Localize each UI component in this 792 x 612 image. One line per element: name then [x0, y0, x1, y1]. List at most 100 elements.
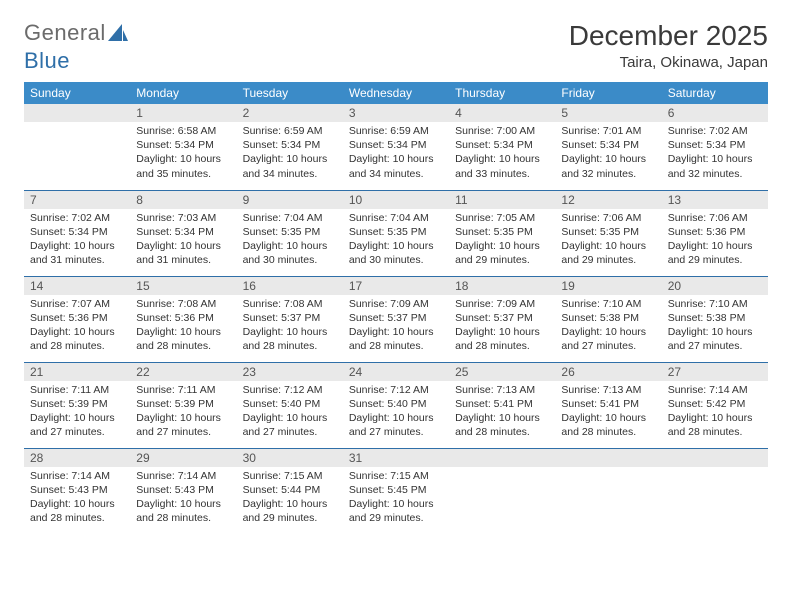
daylight-text: Daylight: 10 hours and 28 minutes. [455, 325, 549, 353]
calendar-week-row: 21Sunrise: 7:11 AMSunset: 5:39 PMDayligh… [24, 362, 768, 448]
sunset-text: Sunset: 5:39 PM [30, 397, 124, 411]
sunset-text: Sunset: 5:44 PM [243, 483, 337, 497]
calendar-cell [24, 104, 130, 190]
day-number: 5 [555, 104, 661, 122]
sunrise-text: Sunrise: 6:59 AM [243, 124, 337, 138]
calendar-cell: 13Sunrise: 7:06 AMSunset: 5:36 PMDayligh… [662, 190, 768, 276]
calendar-cell: 21Sunrise: 7:11 AMSunset: 5:39 PMDayligh… [24, 362, 130, 448]
calendar-week-row: 14Sunrise: 7:07 AMSunset: 5:36 PMDayligh… [24, 276, 768, 362]
sunset-text: Sunset: 5:45 PM [349, 483, 443, 497]
day-number: 12 [555, 191, 661, 209]
day-details: Sunrise: 7:11 AMSunset: 5:39 PMDaylight:… [24, 381, 130, 444]
sunrise-text: Sunrise: 7:14 AM [668, 383, 762, 397]
sunrise-text: Sunrise: 7:09 AM [455, 297, 549, 311]
calendar-cell: 3Sunrise: 6:59 AMSunset: 5:34 PMDaylight… [343, 104, 449, 190]
daylight-text: Daylight: 10 hours and 35 minutes. [136, 152, 230, 180]
sunset-text: Sunset: 5:35 PM [243, 225, 337, 239]
daylight-text: Daylight: 10 hours and 31 minutes. [136, 239, 230, 267]
calendar-cell: 14Sunrise: 7:07 AMSunset: 5:36 PMDayligh… [24, 276, 130, 362]
sunrise-text: Sunrise: 7:14 AM [30, 469, 124, 483]
location-label: Taira, Okinawa, Japan [569, 54, 768, 71]
daylight-text: Daylight: 10 hours and 28 minutes. [243, 325, 337, 353]
sunrise-text: Sunrise: 7:14 AM [136, 469, 230, 483]
day-number: 21 [24, 363, 130, 381]
sunrise-text: Sunrise: 6:58 AM [136, 124, 230, 138]
month-title: December 2025 [569, 20, 768, 52]
calendar-cell: 4Sunrise: 7:00 AMSunset: 5:34 PMDaylight… [449, 104, 555, 190]
day-details: Sunrise: 7:09 AMSunset: 5:37 PMDaylight:… [449, 295, 555, 358]
day-number: 20 [662, 277, 768, 295]
day-details: Sunrise: 7:11 AMSunset: 5:39 PMDaylight:… [130, 381, 236, 444]
day-number [555, 449, 661, 467]
daylight-text: Daylight: 10 hours and 28 minutes. [30, 497, 124, 525]
day-number: 15 [130, 277, 236, 295]
sunrise-text: Sunrise: 7:06 AM [561, 211, 655, 225]
calendar-cell: 24Sunrise: 7:12 AMSunset: 5:40 PMDayligh… [343, 362, 449, 448]
weekday-header: Thursday [449, 82, 555, 104]
day-details: Sunrise: 6:58 AMSunset: 5:34 PMDaylight:… [130, 122, 236, 185]
daylight-text: Daylight: 10 hours and 27 minutes. [30, 411, 124, 439]
day-details [555, 467, 661, 473]
sunrise-text: Sunrise: 7:07 AM [30, 297, 124, 311]
sunset-text: Sunset: 5:40 PM [349, 397, 443, 411]
sunrise-text: Sunrise: 7:08 AM [243, 297, 337, 311]
calendar-cell: 25Sunrise: 7:13 AMSunset: 5:41 PMDayligh… [449, 362, 555, 448]
day-number: 31 [343, 449, 449, 467]
sunrise-text: Sunrise: 7:13 AM [455, 383, 549, 397]
daylight-text: Daylight: 10 hours and 28 minutes. [349, 325, 443, 353]
calendar-week-row: 7Sunrise: 7:02 AMSunset: 5:34 PMDaylight… [24, 190, 768, 276]
sunrise-text: Sunrise: 7:10 AM [668, 297, 762, 311]
sunset-text: Sunset: 5:35 PM [561, 225, 655, 239]
day-number: 13 [662, 191, 768, 209]
sunrise-text: Sunrise: 7:06 AM [668, 211, 762, 225]
sail-icon [108, 22, 128, 48]
daylight-text: Daylight: 10 hours and 30 minutes. [243, 239, 337, 267]
daylight-text: Daylight: 10 hours and 29 minutes. [243, 497, 337, 525]
sunset-text: Sunset: 5:34 PM [136, 138, 230, 152]
daylight-text: Daylight: 10 hours and 27 minutes. [136, 411, 230, 439]
calendar-cell: 26Sunrise: 7:13 AMSunset: 5:41 PMDayligh… [555, 362, 661, 448]
calendar-cell: 28Sunrise: 7:14 AMSunset: 5:43 PMDayligh… [24, 448, 130, 534]
daylight-text: Daylight: 10 hours and 29 minutes. [349, 497, 443, 525]
sunset-text: Sunset: 5:34 PM [30, 225, 124, 239]
calendar-cell: 16Sunrise: 7:08 AMSunset: 5:37 PMDayligh… [237, 276, 343, 362]
calendar-cell: 30Sunrise: 7:15 AMSunset: 5:44 PMDayligh… [237, 448, 343, 534]
sunrise-text: Sunrise: 7:12 AM [349, 383, 443, 397]
day-number [24, 104, 130, 122]
calendar-cell: 20Sunrise: 7:10 AMSunset: 5:38 PMDayligh… [662, 276, 768, 362]
day-details: Sunrise: 7:13 AMSunset: 5:41 PMDaylight:… [555, 381, 661, 444]
sunset-text: Sunset: 5:37 PM [455, 311, 549, 325]
day-details: Sunrise: 6:59 AMSunset: 5:34 PMDaylight:… [343, 122, 449, 185]
calendar-cell: 27Sunrise: 7:14 AMSunset: 5:42 PMDayligh… [662, 362, 768, 448]
daylight-text: Daylight: 10 hours and 28 minutes. [136, 325, 230, 353]
calendar-table: Sunday Monday Tuesday Wednesday Thursday… [24, 82, 768, 534]
sunset-text: Sunset: 5:34 PM [136, 225, 230, 239]
daylight-text: Daylight: 10 hours and 28 minutes. [561, 411, 655, 439]
sunset-text: Sunset: 5:34 PM [349, 138, 443, 152]
weekday-header: Friday [555, 82, 661, 104]
day-details: Sunrise: 7:14 AMSunset: 5:42 PMDaylight:… [662, 381, 768, 444]
daylight-text: Daylight: 10 hours and 27 minutes. [561, 325, 655, 353]
sunrise-text: Sunrise: 7:02 AM [668, 124, 762, 138]
calendar-cell: 12Sunrise: 7:06 AMSunset: 5:35 PMDayligh… [555, 190, 661, 276]
day-details: Sunrise: 7:10 AMSunset: 5:38 PMDaylight:… [555, 295, 661, 358]
daylight-text: Daylight: 10 hours and 29 minutes. [455, 239, 549, 267]
day-details: Sunrise: 7:13 AMSunset: 5:41 PMDaylight:… [449, 381, 555, 444]
day-details [449, 467, 555, 473]
calendar-cell: 29Sunrise: 7:14 AMSunset: 5:43 PMDayligh… [130, 448, 236, 534]
sunset-text: Sunset: 5:41 PM [561, 397, 655, 411]
brand-logo: GeneralBlue [24, 20, 129, 74]
sunset-text: Sunset: 5:36 PM [668, 225, 762, 239]
daylight-text: Daylight: 10 hours and 29 minutes. [561, 239, 655, 267]
day-details: Sunrise: 7:06 AMSunset: 5:35 PMDaylight:… [555, 209, 661, 272]
calendar-cell: 11Sunrise: 7:05 AMSunset: 5:35 PMDayligh… [449, 190, 555, 276]
day-details: Sunrise: 7:12 AMSunset: 5:40 PMDaylight:… [237, 381, 343, 444]
calendar-cell [662, 448, 768, 534]
day-number: 8 [130, 191, 236, 209]
sunrise-text: Sunrise: 6:59 AM [349, 124, 443, 138]
sunrise-text: Sunrise: 7:02 AM [30, 211, 124, 225]
sunset-text: Sunset: 5:41 PM [455, 397, 549, 411]
daylight-text: Daylight: 10 hours and 34 minutes. [349, 152, 443, 180]
day-details: Sunrise: 7:12 AMSunset: 5:40 PMDaylight:… [343, 381, 449, 444]
day-details: Sunrise: 7:06 AMSunset: 5:36 PMDaylight:… [662, 209, 768, 272]
